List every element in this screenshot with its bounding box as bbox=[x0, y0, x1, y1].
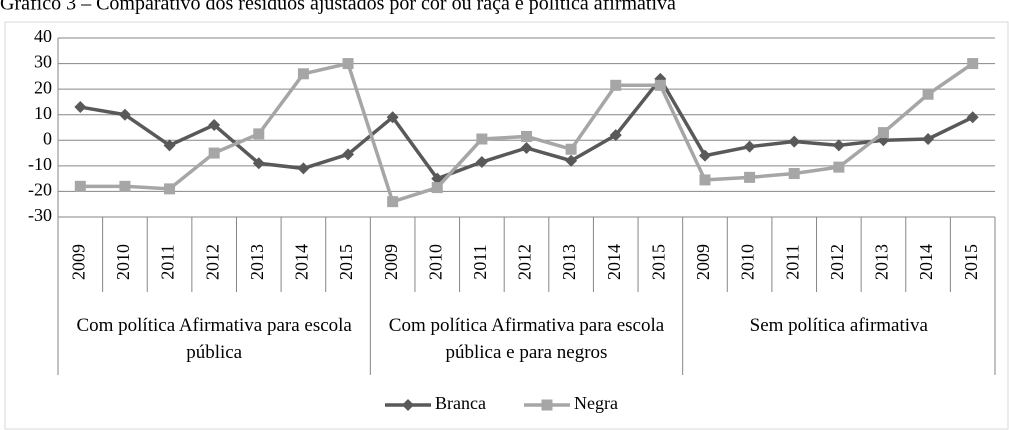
chart-border bbox=[4, 21, 1009, 430]
x-tick-label: 2013 bbox=[247, 244, 267, 280]
data-point bbox=[297, 162, 310, 175]
data-point bbox=[744, 171, 756, 183]
data-point bbox=[877, 127, 889, 139]
y-tick-label: 40 bbox=[34, 26, 52, 46]
y-tick-label: 20 bbox=[34, 77, 52, 97]
data-point bbox=[342, 58, 354, 70]
chart-title: Gráfico 3 – Comparativo dos resíduos aju… bbox=[0, 0, 676, 15]
x-tick-label: 2010 bbox=[425, 244, 445, 280]
x-tick-label: 2015 bbox=[961, 244, 981, 280]
data-point bbox=[476, 133, 488, 145]
group-label: Com política Afirmativa para escola públ… bbox=[388, 315, 665, 363]
data-point bbox=[74, 101, 87, 114]
y-tick-label: 30 bbox=[34, 52, 52, 72]
x-tick-label: 2014 bbox=[292, 244, 312, 280]
x-tick-label: 2010 bbox=[113, 244, 133, 280]
data-point bbox=[163, 139, 176, 152]
data-point bbox=[520, 141, 533, 154]
y-tick-label: -20 bbox=[28, 180, 52, 200]
data-point bbox=[699, 174, 711, 186]
data-point bbox=[698, 149, 711, 162]
data-point bbox=[118, 108, 131, 121]
group-label: Com política Afirmativa para escola públ… bbox=[76, 315, 352, 363]
x-tick-label: 2013 bbox=[559, 244, 579, 280]
x-tick-label: 2009 bbox=[381, 244, 401, 280]
x-tick-label: 2012 bbox=[827, 244, 847, 280]
y-tick-label: 0 bbox=[43, 128, 52, 148]
x-tick-label: 2009 bbox=[68, 244, 88, 280]
legend-marker bbox=[402, 399, 414, 411]
x-tick-label: 2014 bbox=[604, 244, 624, 280]
group-label: Sem política afirmativa bbox=[749, 315, 928, 336]
x-tick-label: 2014 bbox=[916, 244, 936, 280]
x-tick-label: 2009 bbox=[693, 244, 713, 280]
data-point bbox=[208, 118, 221, 131]
data-point bbox=[565, 143, 577, 155]
y-tick-label: -10 bbox=[28, 154, 52, 174]
data-point bbox=[743, 140, 756, 153]
data-point bbox=[610, 79, 622, 91]
data-point bbox=[788, 168, 800, 180]
data-point bbox=[253, 128, 265, 140]
data-point bbox=[967, 58, 979, 70]
x-tick-label: 2013 bbox=[872, 244, 892, 280]
x-tick-label: 2011 bbox=[158, 244, 178, 279]
data-point bbox=[833, 161, 845, 173]
data-point bbox=[431, 172, 444, 185]
data-point bbox=[654, 79, 666, 91]
data-point bbox=[252, 157, 265, 170]
x-tick-label: 2010 bbox=[738, 244, 758, 280]
data-point bbox=[609, 129, 622, 142]
legend-label: Branca bbox=[435, 393, 486, 413]
data-point bbox=[297, 68, 309, 80]
data-point bbox=[922, 133, 935, 146]
y-tick-label: -30 bbox=[28, 205, 52, 225]
data-point bbox=[386, 111, 399, 124]
data-point bbox=[431, 182, 443, 194]
legend-marker bbox=[541, 399, 553, 411]
data-point bbox=[521, 130, 532, 142]
data-point bbox=[164, 183, 176, 195]
data-point bbox=[966, 111, 979, 124]
x-tick-label: 2012 bbox=[202, 244, 222, 280]
x-tick-label: 2012 bbox=[515, 244, 535, 280]
data-point bbox=[565, 154, 578, 167]
data-point bbox=[208, 147, 220, 159]
data-point bbox=[832, 139, 845, 152]
x-tick-label: 2015 bbox=[648, 244, 668, 280]
data-point bbox=[119, 180, 131, 192]
legend-label: Negra bbox=[574, 393, 618, 413]
data-point bbox=[922, 88, 934, 100]
data-point bbox=[342, 148, 355, 161]
data-point bbox=[475, 156, 488, 169]
x-tick-label: 2011 bbox=[470, 244, 490, 279]
data-point bbox=[788, 135, 801, 148]
data-point bbox=[74, 180, 86, 192]
y-tick-label: 10 bbox=[34, 103, 52, 123]
data-point bbox=[387, 196, 399, 208]
x-tick-label: 2015 bbox=[336, 244, 356, 280]
x-tick-label: 2011 bbox=[782, 244, 802, 279]
